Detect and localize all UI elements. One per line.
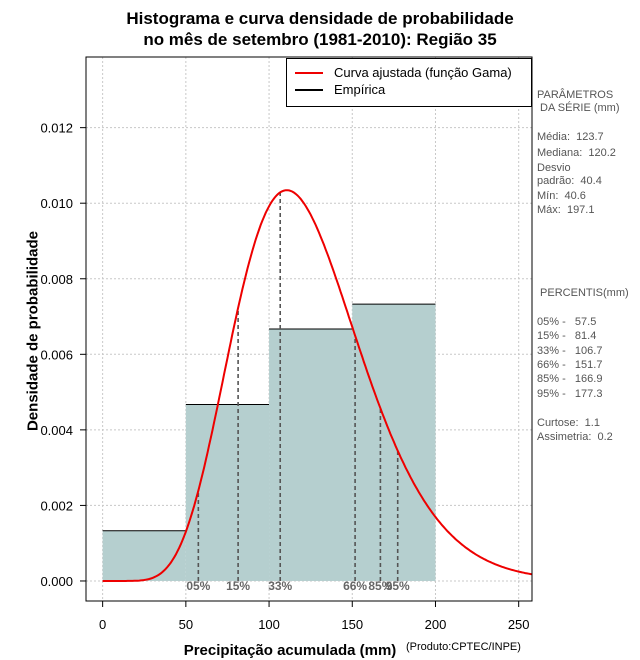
legend-label-curve: Curva ajustada (função Gama) (334, 65, 512, 80)
chart-title-line1: Histograma e curva densidade de probabil… (126, 9, 514, 28)
percentil-33: 33% - 106.7 (537, 345, 603, 357)
x-axis-label: Precipitação acumulada (mm) (183, 642, 397, 659)
plot-frame (85, 56, 533, 602)
y-tick-label-5: 0.010 (40, 196, 73, 211)
percentile-marker-label-1: 15% (226, 579, 250, 593)
stat-curtose: Curtose: 1.1 (537, 417, 600, 429)
stat-media: Média: 123.7 (537, 131, 604, 143)
x-tick-label-1: 50 (179, 617, 193, 632)
percentil-95: 95% - 177.3 (537, 388, 603, 400)
legend-item-empirica: Empírica (295, 82, 385, 97)
stat-max: Máx: 197.1 (537, 204, 595, 216)
x-tick-label-2: 100 (258, 617, 280, 632)
y-tick-label-1: 0.002 (40, 498, 73, 513)
percentil-05: 05% - 57.5 (537, 316, 597, 328)
percentil-66: 66% - 151.7 (537, 359, 603, 371)
histogram-bar-2 (269, 329, 353, 581)
legend-swatch-curve (295, 71, 323, 74)
y-tick-label-2: 0.004 (40, 423, 73, 438)
percentile-marker-label-4: 85% (368, 579, 392, 593)
y-tick-label-4: 0.008 (40, 272, 73, 287)
percentis-title: PERCENTIS(mm) (537, 287, 629, 299)
x-tick-label-3: 150 (341, 617, 363, 632)
product-credit: (Produto:CPTEC/INPE) (406, 641, 521, 653)
x-tick-label-5: 250 (508, 617, 530, 632)
legend-swatch-empirica (295, 88, 323, 91)
percentile-marker-label-0: 05% (186, 579, 210, 593)
x-tick-label-4: 200 (425, 617, 447, 632)
percentile-marker-label-5: 95% (386, 579, 410, 593)
y-tick-label-6: 0.012 (40, 121, 73, 136)
y-tick-label-0: 0.000 (40, 574, 73, 589)
legend-item-curve: Curva ajustada (função Gama) (295, 65, 512, 80)
percentile-marker-label-2: 33% (268, 579, 292, 593)
percentile-marker-label-3: 66% (343, 579, 367, 593)
percentil-85: 85% - 166.9 (537, 373, 603, 385)
y-tick-label-3: 0.006 (40, 347, 73, 362)
stat-desvio: Desvio padrão: 40.4 (537, 162, 602, 188)
histogram-bar-0 (102, 530, 186, 581)
stat-min: Mín: 40.6 (537, 190, 586, 202)
histogram-bar-1 (185, 404, 270, 581)
chart-title-line2: no mês de setembro (1981-2010): Região 3… (143, 30, 497, 49)
stat-mediana: Mediana: 120.2 (537, 147, 616, 159)
y-axis-label: Densidade de probabilidade (24, 230, 42, 432)
percentil-15: 15% - 81.4 (537, 330, 597, 342)
legend: Curva ajustada (função Gama) Empírica (286, 58, 532, 107)
gamma-curve (102, 189, 533, 582)
x-tick-label-0: 0 (99, 617, 106, 632)
stat-assimetria: Assimetria: 0.2 (537, 431, 613, 443)
parameters-title: PARÂMETROS DA SÉRIE (mm) (537, 89, 620, 115)
legend-label-empirica: Empírica (334, 82, 386, 97)
